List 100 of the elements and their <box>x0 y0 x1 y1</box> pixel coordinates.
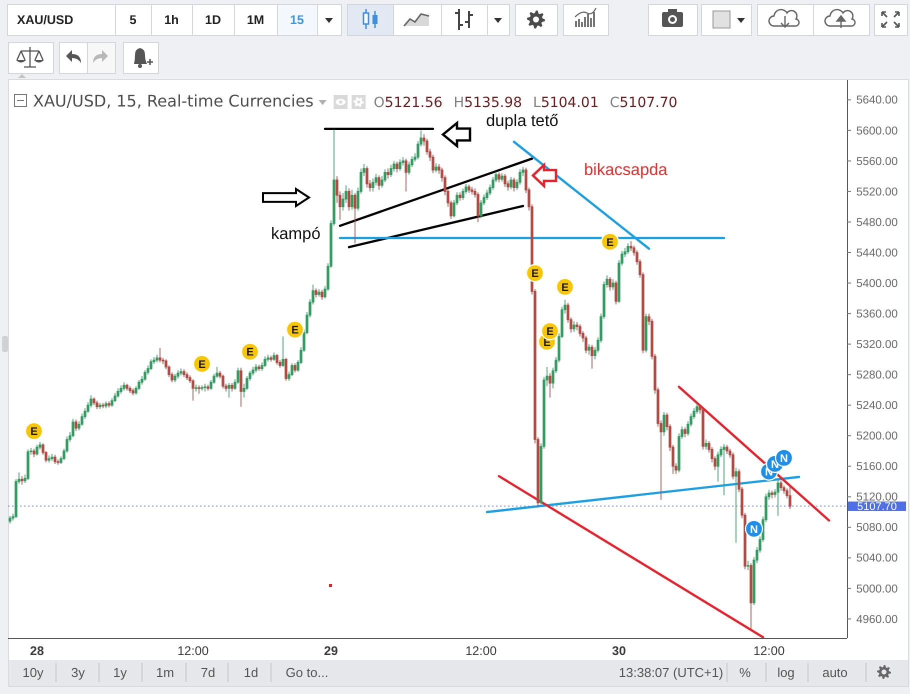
candlestick <box>434 162 438 173</box>
candlestick <box>684 426 686 438</box>
x-tick-label: 12:00 <box>753 644 785 658</box>
candlestick <box>258 364 260 372</box>
y-tick-label: 5400.00 <box>856 278 898 290</box>
candlestick <box>272 352 276 362</box>
candlestick <box>192 378 194 401</box>
y-tick-label: 5640.00 <box>856 94 898 107</box>
candlestick <box>354 192 356 244</box>
text: 1y <box>113 665 128 680</box>
candlestick <box>138 380 140 390</box>
candlestick <box>662 412 666 436</box>
y-tick-label: 5360.00 <box>856 308 898 320</box>
candlestick <box>92 397 96 406</box>
candlestick <box>314 288 318 298</box>
candlestick <box>462 188 464 200</box>
annotation: bikacsapda <box>584 161 668 179</box>
text: 15 <box>290 13 304 27</box>
y-tick-label: 5280.00 <box>856 370 898 382</box>
text: 7d <box>200 665 216 680</box>
text: Go to... <box>286 665 328 680</box>
candlestick <box>102 402 104 409</box>
candlestick <box>470 186 474 195</box>
data-label: N <box>750 524 758 536</box>
candlestick <box>48 455 50 463</box>
text: log <box>777 665 795 680</box>
candlestick <box>366 166 368 188</box>
candlestick <box>240 367 242 408</box>
text: 1m <box>156 665 174 680</box>
candlestick <box>612 278 614 290</box>
candlestick <box>378 175 380 190</box>
candlestick <box>398 158 402 172</box>
y-tick-label: 5560.00 <box>856 156 898 168</box>
candlestick <box>132 388 134 396</box>
candlestick <box>200 384 204 392</box>
candlestick <box>284 357 288 382</box>
candlestick <box>702 407 704 450</box>
candlestick <box>498 172 500 183</box>
candlestick <box>204 383 206 392</box>
candlestick <box>54 454 56 464</box>
y-tick-label: 5520.00 <box>856 186 898 198</box>
candlestick <box>126 383 128 392</box>
y-tick-label: 5200.00 <box>856 430 898 443</box>
candlestick <box>270 355 272 362</box>
text: XAU/USD, 15, Real-time Currencies <box>33 92 314 110</box>
text: 3y <box>71 665 86 680</box>
candlestick <box>608 276 612 292</box>
candlestick <box>158 348 162 363</box>
candlestick <box>282 336 284 368</box>
candlestick <box>156 354 158 363</box>
candlestick <box>26 449 30 480</box>
data-label: E <box>606 236 614 249</box>
candlestick <box>476 192 480 222</box>
candlestick <box>186 372 188 380</box>
candlestick <box>74 419 78 432</box>
candlestick <box>116 388 120 398</box>
candlestick <box>182 368 186 378</box>
candlestick <box>56 458 60 466</box>
candlestick <box>588 344 590 356</box>
y-tick-label: 5320.00 <box>856 339 898 352</box>
candlestick <box>468 184 470 194</box>
candlestick <box>350 190 354 210</box>
candlestick <box>504 173 506 188</box>
candlestick <box>780 480 782 492</box>
candlestick <box>98 402 102 410</box>
data-label: E <box>291 324 299 337</box>
candlestick <box>122 382 126 392</box>
candlestick <box>144 370 146 382</box>
candlestick <box>20 476 24 485</box>
candlestick <box>230 382 234 392</box>
candlestick <box>36 444 38 456</box>
annotation: kampó <box>271 225 321 243</box>
data-label: E <box>561 282 569 294</box>
candlestick <box>254 364 258 373</box>
candlestick <box>198 384 200 394</box>
x-tick-label: 12:00 <box>465 644 497 658</box>
candlestick <box>644 313 648 353</box>
text: 1M <box>246 13 264 27</box>
candlestick <box>72 418 74 438</box>
candlestick <box>50 454 54 462</box>
candlestick <box>222 374 224 389</box>
candlestick <box>396 161 398 173</box>
x-tick-label: 28 <box>30 644 44 658</box>
candlestick <box>318 288 320 298</box>
candlestick <box>746 560 750 570</box>
candlestick <box>206 384 210 392</box>
candlestick <box>228 382 230 398</box>
candlestick <box>548 372 552 398</box>
candlestick <box>104 400 108 409</box>
candlestick <box>404 158 408 192</box>
candlestick <box>770 490 774 499</box>
y-tick-label: 4960.00 <box>856 614 898 626</box>
candlestick <box>120 384 122 394</box>
candlestick <box>614 280 618 305</box>
candlestick <box>458 192 462 202</box>
candlestick <box>176 370 180 379</box>
candlestick <box>572 320 576 332</box>
text: 10y <box>22 665 44 680</box>
candlestick <box>390 164 392 178</box>
candlestick <box>128 386 132 394</box>
